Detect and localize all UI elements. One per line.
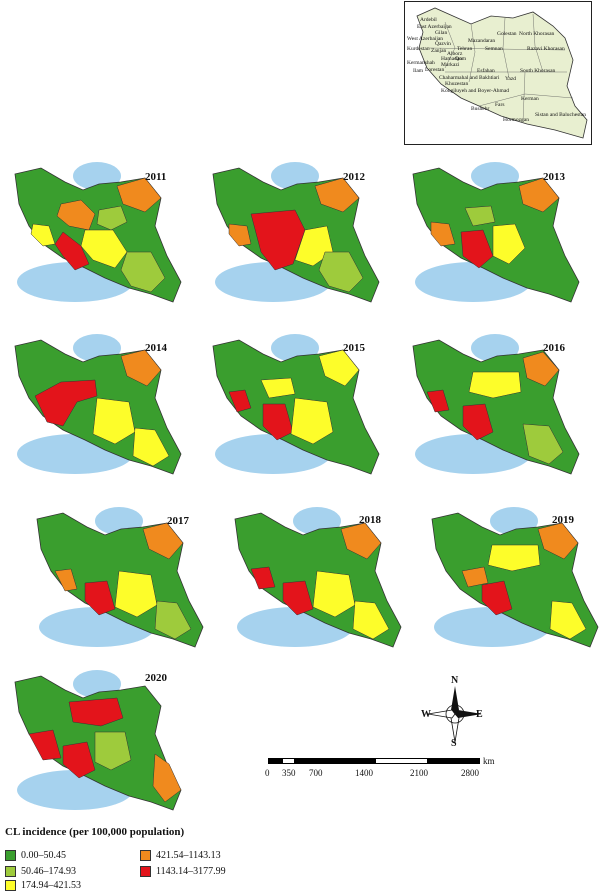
- compass-rose: N S E W: [418, 675, 492, 749]
- year-label: 2014: [145, 342, 167, 354]
- province-label: Chaharmahal and Bakhtiari: [439, 75, 500, 81]
- legend-swatch: [5, 850, 16, 861]
- province-map: [36, 507, 204, 648]
- map-panel-2013: 2013: [403, 160, 593, 310]
- compass-west-label: W: [421, 709, 431, 720]
- legend-swatch: [140, 866, 151, 877]
- province-label: Sistan and Baluchestan: [535, 112, 587, 118]
- province-label: Kerman: [521, 96, 539, 102]
- compass-north-label: N: [451, 675, 459, 686]
- map-panel-2012: 2012: [203, 160, 393, 310]
- map-panel-2011: 2011: [5, 160, 195, 310]
- province-label: Esfahan: [477, 68, 495, 74]
- province-label: Qazvin: [435, 41, 451, 47]
- province-label: Bushehr: [471, 106, 490, 112]
- scale-bar: [268, 758, 480, 766]
- province-label: Zanjan: [431, 48, 447, 54]
- legend-swatch: [5, 866, 16, 877]
- map-panel-2019: 2019: [422, 505, 600, 655]
- province-label: Golestan: [497, 31, 517, 37]
- legend-label: 1143.14–3177.99: [156, 866, 226, 877]
- compass-icon: [427, 686, 482, 743]
- legend-swatch: [140, 850, 151, 861]
- province-label: West Azerbaijan: [407, 36, 444, 42]
- province-map: [14, 162, 182, 303]
- province-map: [14, 670, 182, 811]
- legend-label: 50.46–174.93: [21, 866, 76, 877]
- province-label: Kohgiluyeh and Boyer-Ahmad: [441, 88, 510, 94]
- map-panel-2020: 2020: [5, 668, 195, 818]
- map-panel-2018: 2018: [225, 505, 415, 655]
- year-label: 2019: [552, 514, 574, 526]
- province-label: Lorestan: [425, 67, 445, 73]
- province-map: [212, 162, 380, 303]
- province-label: Ardebil: [420, 17, 437, 23]
- province-map: [234, 507, 402, 648]
- province-label: Semnan: [485, 46, 503, 52]
- province-map: [412, 162, 580, 303]
- scale-tick-label: 350: [282, 768, 296, 778]
- province-label: Hormozgan: [503, 117, 529, 123]
- province-label: Qom: [455, 56, 466, 62]
- province-map: [412, 334, 580, 475]
- scale-tick-label: 700: [309, 768, 323, 778]
- compass-south-label: S: [451, 738, 457, 749]
- province-label: Fars: [495, 102, 505, 108]
- legend-title: CL incidence (per 100,000 population): [5, 826, 185, 838]
- year-label: 2012: [343, 171, 365, 183]
- map-panel-2017: 2017: [27, 505, 217, 655]
- legend-item: 0.00–50.45: [5, 850, 66, 861]
- province-label: Hamadan: [441, 56, 463, 62]
- province-label: Kermanshah: [407, 60, 435, 66]
- scale-tick-label: 2100: [410, 768, 428, 778]
- legend-label: 421.54–1143.13: [156, 850, 221, 861]
- legend-item: 174.94–421.53: [5, 880, 81, 891]
- year-label: 2020: [145, 672, 167, 684]
- province-label: Razavi Khorasan: [527, 46, 565, 52]
- map-panel-2014: 2014: [5, 332, 195, 482]
- province-map: [14, 334, 182, 475]
- province-label: Markazi: [441, 62, 460, 68]
- map-panel-2016: 2016: [403, 332, 593, 482]
- scale-tick-label: 1400: [355, 768, 373, 778]
- province-label: Mazandaran: [468, 38, 496, 44]
- legend-label: 174.94–421.53: [21, 880, 81, 891]
- year-label: 2013: [543, 171, 565, 183]
- scale-unit-label: km: [483, 756, 495, 766]
- province-label: South Khorasan: [520, 68, 556, 74]
- year-label: 2016: [543, 342, 565, 354]
- province-label: Gilan: [435, 30, 448, 36]
- scale-tick-label: 2800: [461, 768, 479, 778]
- year-label: 2011: [145, 171, 167, 183]
- province-label: East Azerbaijan: [417, 24, 452, 30]
- inset-reference-map: Ardebil East Azerbaijan West Azerbaijan …: [404, 1, 592, 145]
- province-label: North Khorasan: [519, 31, 555, 37]
- year-label: 2018: [359, 514, 381, 526]
- inset-map-outline: [416, 7, 588, 139]
- legend-item: 1143.14–3177.99: [140, 866, 226, 877]
- province-label: Tehran: [457, 46, 473, 52]
- province-map: [212, 334, 380, 475]
- province-label: Kurdestan: [407, 46, 430, 52]
- legend-label: 0.00–50.45: [21, 850, 66, 861]
- province-label: Khuzestan: [445, 81, 469, 87]
- compass-east-label: E: [476, 709, 483, 720]
- legend-item: 50.46–174.93: [5, 866, 76, 877]
- province-label: Ilam: [413, 68, 424, 74]
- legend-swatch: [5, 880, 16, 891]
- map-panel-2015: 2015: [203, 332, 393, 482]
- province-map: [431, 507, 599, 648]
- province-label: Alborz: [447, 51, 463, 57]
- scale-tick-label: 0: [265, 768, 270, 778]
- year-label: 2017: [167, 515, 189, 527]
- province-label: Yazd: [505, 76, 517, 82]
- year-label: 2015: [343, 342, 365, 354]
- legend-item: 421.54–1143.13: [140, 850, 221, 861]
